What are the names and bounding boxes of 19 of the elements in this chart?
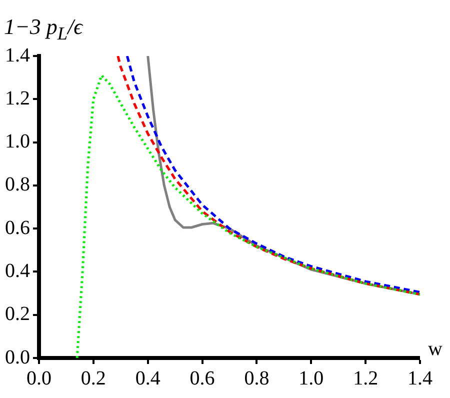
y-tick-label: 0.8	[5, 174, 30, 196]
x-tick-label: 1.4	[408, 367, 432, 390]
y-tick-label: 1.4	[5, 44, 30, 66]
x-tick-label: 0.2	[80, 367, 106, 390]
y-tick-label: 0.0	[5, 346, 30, 368]
y-tick-label: 0.4	[5, 260, 30, 282]
x-tick-label: 0.4	[135, 367, 160, 390]
y-tick-label: 0.6	[5, 216, 30, 239]
x-tick-label: 0.8	[244, 367, 270, 390]
y-tick-label: 1.2	[5, 87, 30, 110]
x-tick-label: 0.6	[190, 367, 215, 390]
y-axis-title: 1−3 p$_{L}$/ϵ	[4, 14, 83, 44]
y-tick-label: 0.2	[5, 303, 30, 326]
x-axis-title: w	[428, 338, 442, 361]
x-tick-label: 1.0	[298, 367, 324, 390]
line-series	[76, 74, 420, 358]
x-tick-label: 0.0	[26, 367, 52, 390]
x-tick-label: 1.2	[353, 367, 378, 390]
y-tick-label: 1.0	[5, 130, 30, 153]
